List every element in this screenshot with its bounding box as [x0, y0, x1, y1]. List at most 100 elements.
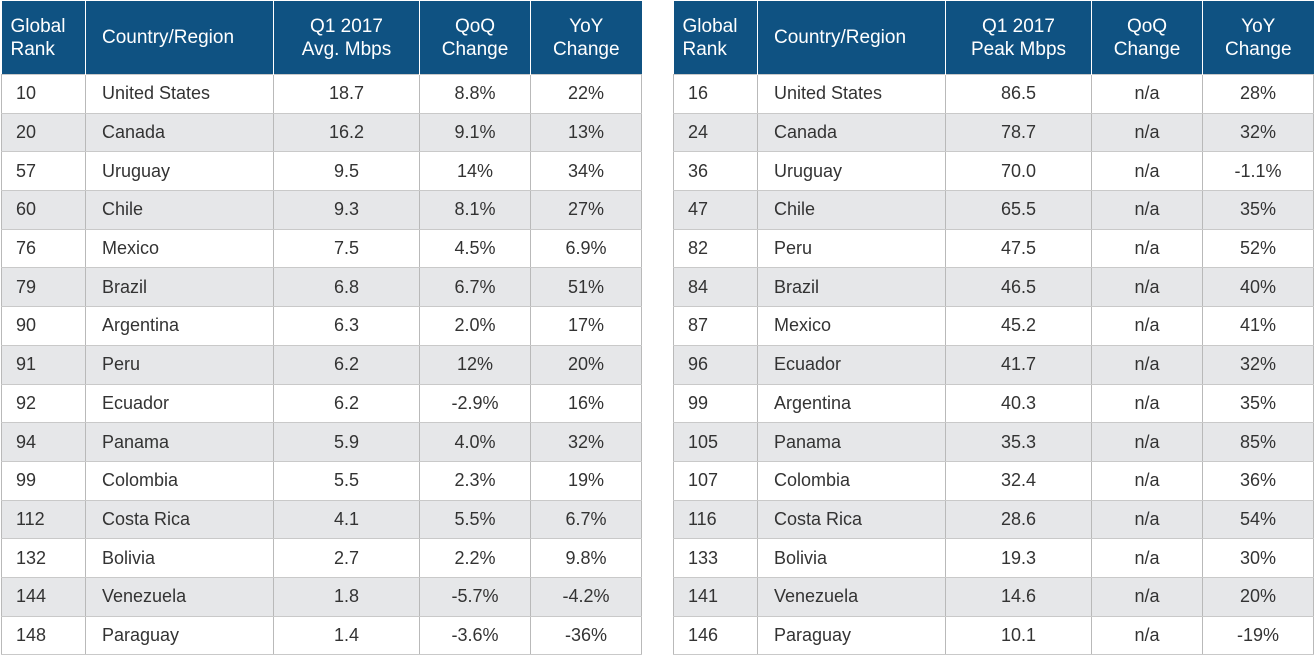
- cell-global-rank: 144: [1, 576, 86, 617]
- cell-mbps: 9.5: [273, 151, 420, 192]
- table-row: 148 Paraguay 1.4 -3.6% -36%: [1, 615, 642, 655]
- cell-mbps: 40.3: [945, 383, 1092, 424]
- cell-qoq-change: n/a: [1091, 267, 1203, 308]
- cell-country-region: Chile: [85, 190, 274, 230]
- cell-qoq-change: n/a: [1091, 615, 1203, 655]
- cell-qoq-change: -5.7%: [419, 576, 531, 617]
- cell-global-rank: 96: [673, 344, 758, 385]
- cell-country-region: Canada: [757, 112, 946, 153]
- avg-speed-table: Global Rank Country/Region Q1 2017 Avg. Mb…: [1, 1, 642, 655]
- cell-country-region: Canada: [85, 112, 274, 153]
- cell-mbps: 46.5: [945, 267, 1092, 308]
- cell-yoy-change: 28%: [1202, 74, 1314, 114]
- cell-mbps: 6.2: [273, 344, 420, 385]
- table-row: 90 Argentina 6.3 2.0% 17%: [1, 306, 642, 346]
- cell-country-region: Uruguay: [85, 151, 274, 192]
- cell-country-region: Costa Rica: [85, 499, 274, 540]
- header-yoy-change: YoY Change: [1202, 1, 1314, 75]
- table-row: 132 Bolivia 2.7 2.2% 9.8%: [1, 538, 642, 578]
- cell-mbps: 86.5: [945, 74, 1092, 114]
- cell-qoq-change: n/a: [1091, 499, 1203, 540]
- cell-global-rank: 84: [673, 267, 758, 308]
- cell-yoy-change: 35%: [1202, 190, 1314, 230]
- cell-global-rank: 60: [1, 190, 86, 230]
- cell-global-rank: 24: [673, 112, 758, 153]
- table-row: 36 Uruguay 70.0 n/a -1.1%: [673, 151, 1314, 192]
- cell-country-region: Panama: [85, 422, 274, 462]
- cell-global-rank: 107: [673, 460, 758, 501]
- cell-yoy-change: 51%: [530, 267, 642, 308]
- cell-country-region: Venezuela: [85, 576, 274, 617]
- cell-country-region: Panama: [757, 422, 946, 462]
- cell-mbps: 65.5: [945, 190, 1092, 230]
- cell-country-region: Colombia: [85, 460, 274, 501]
- cell-mbps: 6.8: [273, 267, 420, 308]
- cell-yoy-change: 52%: [1202, 228, 1314, 269]
- header-global-rank: Global Rank: [673, 1, 758, 75]
- cell-global-rank: 36: [673, 151, 758, 192]
- cell-country-region: Brazil: [85, 267, 274, 308]
- cell-global-rank: 94: [1, 422, 86, 462]
- cell-global-rank: 112: [1, 499, 86, 540]
- cell-mbps: 6.3: [273, 306, 420, 346]
- cell-mbps: 16.2: [273, 112, 420, 153]
- cell-global-rank: 148: [1, 615, 86, 655]
- table-header-row: Global Rank Country/Region Q1 2017 Peak Mb…: [673, 1, 1314, 75]
- cell-yoy-change: 41%: [1202, 306, 1314, 346]
- cell-yoy-change: 30%: [1202, 538, 1314, 578]
- cell-qoq-change: 5.5%: [419, 499, 531, 540]
- cell-mbps: 19.3: [945, 538, 1092, 578]
- table-row: 82 Peru 47.5 n/a 52%: [673, 228, 1314, 269]
- cell-country-region: United States: [757, 74, 946, 114]
- header-country-region: Country/Region: [85, 1, 274, 75]
- cell-global-rank: 99: [673, 383, 758, 424]
- cell-qoq-change: n/a: [1091, 344, 1203, 385]
- cell-yoy-change: -36%: [530, 615, 642, 655]
- cell-country-region: Argentina: [757, 383, 946, 424]
- cell-qoq-change: n/a: [1091, 112, 1203, 153]
- cell-qoq-change: -3.6%: [419, 615, 531, 655]
- cell-qoq-change: 8.1%: [419, 190, 531, 230]
- cell-yoy-change: -19%: [1202, 615, 1314, 655]
- cell-global-rank: 116: [673, 499, 758, 540]
- table-row: 20 Canada 16.2 9.1% 13%: [1, 112, 642, 153]
- header-qoq-change: QoQ Change: [419, 1, 531, 75]
- cell-country-region: Paraguay: [85, 615, 274, 655]
- cell-country-region: Venezuela: [757, 576, 946, 617]
- cell-yoy-change: 19%: [530, 460, 642, 501]
- cell-yoy-change: 22%: [530, 74, 642, 114]
- cell-country-region: Colombia: [757, 460, 946, 501]
- cell-global-rank: 105: [673, 422, 758, 462]
- cell-qoq-change: n/a: [1091, 151, 1203, 192]
- table-row: 24 Canada 78.7 n/a 32%: [673, 112, 1314, 153]
- header-yoy-change: YoY Change: [530, 1, 642, 75]
- cell-qoq-change: 4.0%: [419, 422, 531, 462]
- cell-mbps: 1.8: [273, 576, 420, 617]
- cell-mbps: 41.7: [945, 344, 1092, 385]
- table-row: 79 Brazil 6.8 6.7% 51%: [1, 267, 642, 308]
- cell-mbps: 14.6: [945, 576, 1092, 617]
- cell-global-rank: 87: [673, 306, 758, 346]
- cell-mbps: 4.1: [273, 499, 420, 540]
- cell-mbps: 45.2: [945, 306, 1092, 346]
- cell-yoy-change: 13%: [530, 112, 642, 153]
- header-country-region: Country/Region: [757, 1, 946, 75]
- table-row: 99 Colombia 5.5 2.3% 19%: [1, 460, 642, 501]
- cell-yoy-change: 20%: [1202, 576, 1314, 617]
- cell-yoy-change: 27%: [530, 190, 642, 230]
- cell-qoq-change: n/a: [1091, 460, 1203, 501]
- cell-yoy-change: 54%: [1202, 499, 1314, 540]
- cell-country-region: Mexico: [757, 306, 946, 346]
- table-row: 87 Mexico 45.2 n/a 41%: [673, 306, 1314, 346]
- cell-mbps: 9.3: [273, 190, 420, 230]
- cell-country-region: Mexico: [85, 228, 274, 269]
- cell-global-rank: 79: [1, 267, 86, 308]
- cell-yoy-change: 32%: [530, 422, 642, 462]
- table-row: 144 Venezuela 1.8 -5.7% -4.2%: [1, 576, 642, 617]
- cell-yoy-change: 34%: [530, 151, 642, 192]
- cell-yoy-change: 6.7%: [530, 499, 642, 540]
- cell-country-region: Argentina: [85, 306, 274, 346]
- cell-country-region: Brazil: [757, 267, 946, 308]
- cell-global-rank: 16: [673, 74, 758, 114]
- table-row: 16 United States 86.5 n/a 28%: [673, 74, 1314, 114]
